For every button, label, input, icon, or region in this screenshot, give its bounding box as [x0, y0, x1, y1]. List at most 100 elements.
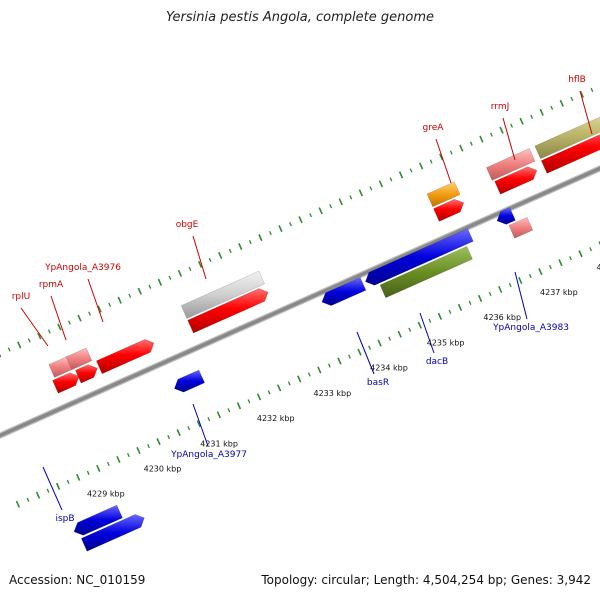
lower-scale-major-tick — [15, 500, 21, 508]
upper-scale-major-tick — [459, 144, 464, 152]
upper-scale-minor-tick — [88, 311, 91, 316]
upper-scale-major-tick — [17, 341, 22, 349]
upper-scale-major-tick — [378, 180, 384, 188]
upper-scale-minor-tick — [449, 150, 453, 155]
upper-scale-minor-tick — [289, 222, 292, 227]
gene-layer — [48, 116, 600, 552]
upper-scale-minor-tick — [409, 168, 413, 173]
lower-scale-major-tick — [337, 357, 342, 365]
backbone-layer — [0, 165, 600, 439]
lower-scale-major-tick — [397, 330, 402, 338]
forward-gene-label: rrmJ — [491, 102, 510, 112]
upper-scale-major-tick — [0, 353, 2, 358]
lower-scale-minor-tick — [207, 417, 211, 422]
gene-feature — [534, 116, 600, 160]
scale-label: 4236 kbp — [483, 313, 521, 322]
reverse-label-leader — [514, 271, 528, 320]
lower-scale-major-tick — [578, 250, 583, 258]
upper-scale-minor-tick — [148, 284, 152, 289]
lower-scale-major-tick — [417, 321, 422, 329]
upper-scale-major-tick — [418, 162, 424, 170]
gene-feature — [96, 339, 155, 375]
lower-scale-minor-tick — [348, 354, 351, 359]
lower-scale-minor-tick — [508, 282, 512, 288]
forward-gene-label: rplU — [12, 292, 31, 302]
gene-feature — [426, 181, 461, 208]
genome-summary-text: Topology: circular; Length: 4,504,254 bp… — [261, 573, 591, 587]
lower-scale-major-tick — [136, 447, 141, 455]
upper-scale-major-tick — [338, 198, 343, 206]
label-layer: 4229 kbp 4230 kbp 4231 kbp 4232 kbp 4233 kbp… — [12, 75, 600, 524]
scale-label: 4237 kbp — [540, 288, 578, 297]
accession-text: Accession: NC_010159 — [9, 573, 146, 587]
lower-scale-minor-tick — [549, 265, 552, 270]
lower-scale-minor-tick — [46, 488, 50, 493]
upper-scale-minor-tick — [248, 239, 252, 245]
gene-feature — [508, 216, 534, 239]
upper-scale-minor-tick — [329, 204, 333, 209]
upper-scale-minor-tick — [269, 230, 272, 236]
reverse-label-leader — [419, 312, 435, 354]
upper-scale-major-tick — [398, 171, 404, 179]
forward-label-leader — [435, 138, 452, 184]
scale-label: 4231 kbp — [200, 439, 238, 448]
upper-scale-minor-tick — [490, 132, 493, 137]
forward-gene-label: YpAngola_A3976 — [44, 263, 121, 273]
upper-scale-minor-tick — [349, 195, 353, 200]
forward-label-leader — [50, 295, 67, 341]
lower-scale-minor-tick — [428, 318, 432, 323]
lower-scale-minor-tick — [127, 452, 130, 458]
lower-scale-major-tick — [377, 339, 382, 347]
scale-label: 4230 kbp — [144, 464, 182, 473]
lower-scale-major-tick — [96, 464, 101, 472]
tick-layer — [0, 87, 600, 508]
lower-scale-minor-tick — [468, 300, 472, 305]
forward-label-leader — [87, 278, 104, 323]
gene-feature — [180, 270, 265, 319]
leader-layer — [20, 90, 593, 511]
gene-feature — [321, 277, 367, 306]
scale-label: 4238 kbp — [597, 263, 600, 272]
reverse-label-leader — [42, 466, 63, 511]
lower-scale-minor-tick — [528, 273, 532, 279]
reverse-label-leader — [356, 331, 375, 375]
lower-scale-major-tick — [236, 402, 242, 410]
lower-scale-major-tick — [35, 491, 41, 499]
gene-feature — [80, 514, 145, 552]
backbone-line — [0, 166, 600, 438]
lower-scale-minor-tick — [227, 408, 231, 413]
scale-label: 4233 kbp — [314, 389, 352, 398]
gene-feature — [75, 364, 98, 384]
gene-feature — [494, 166, 538, 195]
reverse-gene-label: ispB — [55, 514, 74, 524]
upper-scale-minor-tick — [389, 177, 393, 182]
lower-scale-minor-tick — [368, 345, 371, 350]
upper-scale-minor-tick — [228, 248, 232, 254]
upper-scale-major-tick — [439, 153, 444, 161]
lower-scale-minor-tick — [247, 399, 251, 404]
gene-feature — [379, 246, 473, 299]
map-title: Yersinia pestis Angola, complete genome — [166, 10, 434, 25]
upper-scale-major-tick — [258, 234, 263, 242]
upper-scale-major-tick — [37, 332, 42, 340]
gene-feature — [486, 148, 536, 181]
lower-scale-minor-tick — [267, 390, 271, 395]
gene-feature — [433, 199, 465, 222]
upper-scale-minor-tick — [27, 338, 31, 343]
scale-label: 4235 kbp — [427, 338, 465, 347]
upper-scale-minor-tick — [309, 213, 313, 218]
scale-label: 4229 kbp — [87, 490, 125, 499]
upper-scale-major-tick — [77, 314, 82, 322]
lower-scale-major-tick — [276, 384, 282, 392]
upper-scale-minor-tick — [510, 123, 513, 128]
upper-scale-major-tick — [177, 269, 183, 277]
upper-scale-minor-tick — [108, 302, 112, 307]
upper-scale-major-tick — [559, 99, 564, 107]
gene-feature — [174, 369, 205, 393]
upper-scale-major-tick — [238, 242, 243, 251]
lower-scale-minor-tick — [147, 443, 150, 449]
gene-feature — [496, 207, 516, 225]
lower-scale-major-tick — [437, 312, 443, 320]
lower-scale-minor-tick — [86, 470, 90, 475]
